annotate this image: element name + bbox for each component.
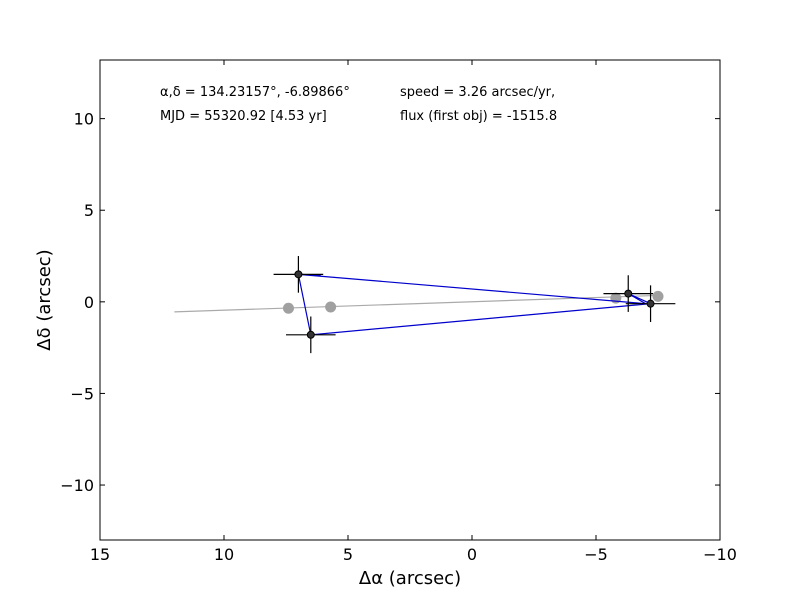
detection-1 [286,316,336,354]
x-tick-label-1: 10 [214,545,234,564]
path-layer [297,273,653,336]
plot-frame [99,59,721,541]
y-tick-label-3: −5 [70,384,94,403]
mjd-annotation: MJD = 55320.92 [4.53 yr] [160,109,327,124]
x-tick-label-5: −10 [703,545,737,564]
detection-point-0 [294,270,303,279]
x-tick-label-0: 15 [90,545,110,564]
fit-point-0 [282,302,294,314]
detection-point-1 [306,330,315,339]
x-tick-label-4: −5 [584,545,608,564]
y-axis-label: Δδ (arcsec) [34,249,55,350]
x-tick-label-3: 0 [467,545,477,564]
ticks-layer: 15 10 5 0 −5 −10 10 5 0 −5 −10 [60,60,737,564]
x-tick-label-2: 5 [343,545,353,564]
detection-point-2 [624,289,633,298]
detection-path [297,273,653,336]
coords-annotation: α,δ = 134.23157°, -6.89866° [160,85,350,100]
detection-2 [603,275,654,312]
y-tick-label-0: 10 [74,110,94,129]
speed-annotation: speed = 3.26 arcsec/yr, [400,85,555,100]
flux-annotation: flux (first obj) = -1515.8 [400,109,557,124]
detection-point-3 [646,299,655,308]
fit-layer [174,290,664,314]
fit-point-3 [652,290,664,302]
fit-point-1 [325,301,337,313]
y-tick-label-4: −10 [60,476,94,495]
detection-0 [273,256,324,293]
y-tick-label-2: 0 [84,293,94,312]
detection-3 [625,285,676,322]
y-tick-label-1: 5 [84,201,94,220]
x-axis-label: Δα (arcsec) [359,568,461,589]
detections-layer [273,256,676,354]
